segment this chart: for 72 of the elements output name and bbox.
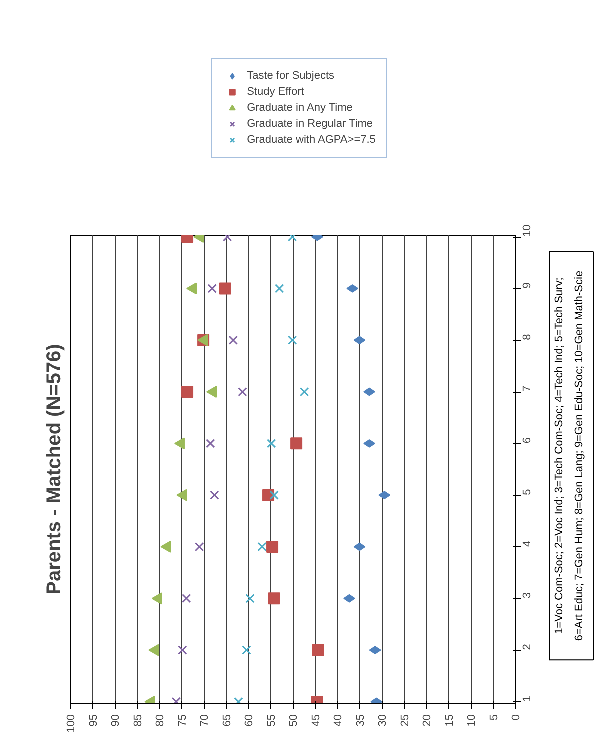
text: 1=Voc Com-Soc; 2=Voc Ind; 3=Tech Com-Soc; 4=Tech Ind; 5=Tech Surv; (554, 278, 566, 634)
point (186, 282, 197, 295)
x-tick-label: 45 (310, 714, 322, 727)
point (266, 540, 279, 553)
x-tick-label: 30 (377, 714, 389, 727)
x-tick-label: 100 (66, 714, 78, 733)
y-tick-label: 8 (522, 334, 534, 340)
y-tick-label: 4 (522, 540, 534, 547)
point (219, 282, 232, 295)
point (182, 386, 194, 398)
point (160, 540, 172, 553)
point (148, 644, 160, 656)
point (206, 439, 216, 448)
y-tick-label: 5 (522, 489, 534, 496)
legend-label: Graduate with AGPA>=7.5 (247, 132, 376, 146)
x-tick-label: 40 (332, 714, 344, 727)
point (290, 438, 303, 450)
point (178, 646, 188, 655)
point (354, 336, 366, 345)
x-tick-label: 20 (422, 714, 434, 727)
point (176, 489, 188, 502)
point (194, 542, 204, 552)
x-tick-label: 90 (110, 714, 122, 727)
text: 6=Art Educ; 7=Gen Hum; 8=Gen Lang; 9=Gen Edu-Soc; 10=Gen Math-Scie (574, 270, 586, 642)
point (268, 592, 280, 605)
point (344, 594, 356, 603)
x-tick-label: 60 (244, 714, 256, 727)
point (206, 386, 218, 398)
point (242, 646, 252, 655)
text: Parents - Matched (N=576) (44, 344, 66, 595)
point (270, 490, 279, 500)
y-tick-label: 1 (522, 696, 534, 702)
y-tick-label: 6 (522, 438, 534, 444)
point (152, 592, 162, 605)
point (228, 336, 238, 345)
legend-label: Graduate in Any Time (247, 100, 353, 114)
x-tick-label: 0 (510, 714, 522, 721)
x-tick-label: 85 (132, 714, 144, 727)
x-tick-label: 55 (266, 714, 278, 727)
point (174, 438, 185, 450)
point (267, 439, 276, 448)
x-tick-label: 25 (399, 714, 412, 727)
point (238, 387, 248, 397)
y-tick-label: 2 (522, 644, 534, 650)
x-tick-label: 15 (444, 714, 456, 727)
x-tick-label: 80 (154, 714, 166, 727)
y-tick-label: 3 (522, 592, 534, 599)
legend-label: Taste for Subjects (247, 68, 335, 82)
legend-label: Graduate in Regular Time (247, 116, 374, 130)
point (300, 387, 310, 397)
x-tick-label: 75 (176, 714, 189, 727)
y-tick-label: 10 (522, 224, 534, 238)
point (312, 644, 324, 656)
x-tick-label: 70 (199, 714, 211, 727)
point (275, 284, 284, 294)
point (364, 388, 376, 396)
x-tick-label: 65 (221, 714, 234, 727)
x-tick-label: 95 (88, 714, 100, 727)
point (258, 542, 267, 552)
y-tick-label: 7 (522, 386, 534, 392)
point (208, 284, 218, 294)
x-tick-label: 35 (354, 714, 367, 727)
x-tick-label: 10 (466, 714, 478, 727)
point (246, 594, 255, 604)
point (182, 594, 192, 604)
point (354, 542, 366, 552)
legend-label: Study Effort (247, 84, 304, 98)
point (288, 336, 298, 345)
x-tick-label: 5 (488, 714, 500, 721)
y-tick-label: 9 (522, 282, 534, 289)
x-tick-label: 50 (288, 714, 300, 727)
point (210, 490, 220, 500)
